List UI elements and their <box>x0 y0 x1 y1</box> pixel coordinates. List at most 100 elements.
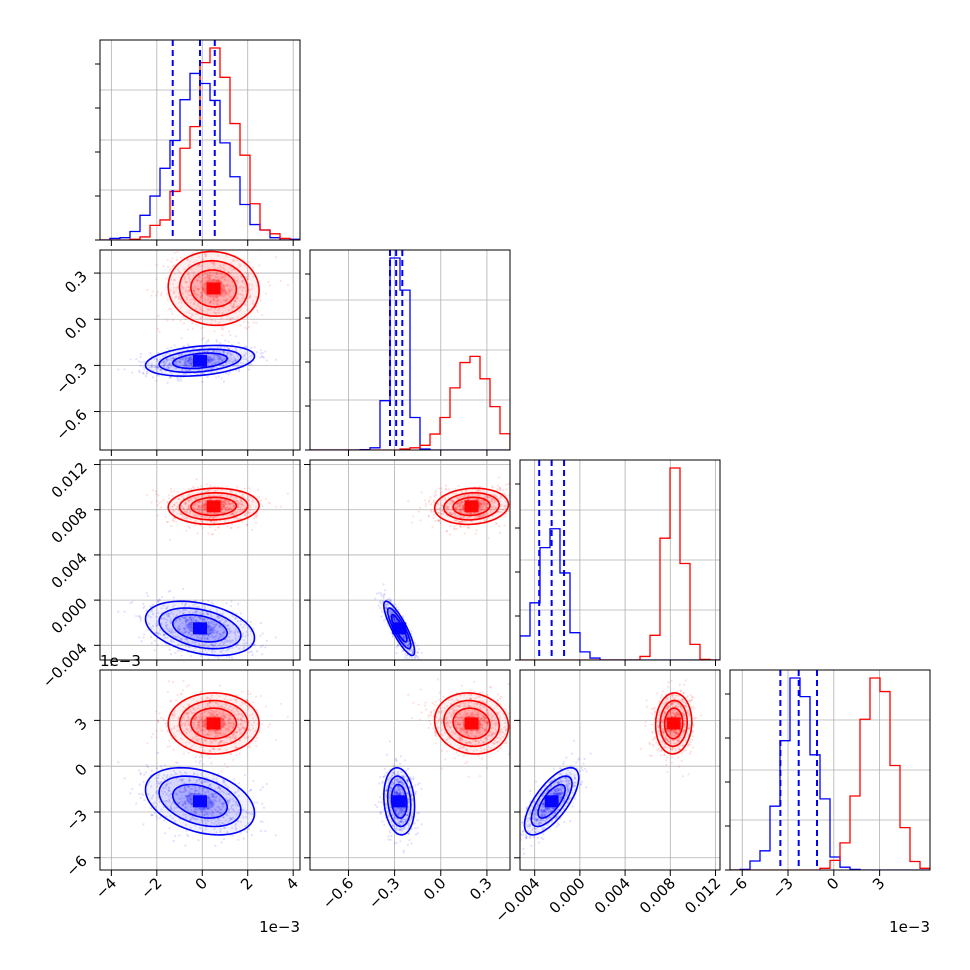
scatter-point <box>199 650 202 654</box>
scatter-point <box>187 311 191 315</box>
scatter-point <box>217 346 220 349</box>
scatter-point <box>184 356 187 360</box>
scatter-point <box>212 302 215 305</box>
scatter-point <box>259 829 262 832</box>
scatter-point <box>189 616 192 619</box>
scatter-point <box>462 525 466 528</box>
scatter-point <box>139 364 142 367</box>
scatter-point <box>187 368 191 371</box>
scatter-point <box>197 808 200 811</box>
scatter-point <box>200 509 203 512</box>
scatter-point <box>156 751 160 755</box>
scatter-point <box>224 501 227 504</box>
scatter-point <box>188 281 191 284</box>
scatter-point <box>214 361 217 364</box>
scatter-point <box>189 626 193 629</box>
scatter-point <box>235 297 239 300</box>
scatter-point <box>187 624 191 627</box>
scatter-point <box>479 514 483 518</box>
scatter-point <box>197 505 200 508</box>
scatter-point <box>211 278 214 282</box>
scatter-point <box>197 505 200 508</box>
scatter-point <box>242 626 245 629</box>
scatter-point <box>213 264 216 267</box>
scatter-point <box>223 500 226 504</box>
scatter-point <box>382 595 385 598</box>
scatter-point <box>386 603 389 606</box>
scatter-point <box>211 319 214 322</box>
scatter-point <box>427 515 430 518</box>
scatter-point <box>117 610 120 613</box>
scatter-point <box>185 369 188 372</box>
scatter-point <box>166 520 169 524</box>
scatter-point <box>190 633 193 637</box>
scatter-point <box>123 610 126 613</box>
scatter-point <box>180 256 183 259</box>
scatter-point <box>247 494 250 498</box>
scatter-point <box>448 512 452 515</box>
scatter-point <box>478 494 481 497</box>
scatter-point <box>384 602 388 606</box>
scatter-point <box>459 509 463 512</box>
scatter-point <box>169 610 173 614</box>
scatter-point <box>211 362 214 366</box>
scatter-point <box>241 297 244 300</box>
scatter-point <box>156 366 159 369</box>
scatter-point <box>479 505 483 509</box>
scatter-point <box>234 630 237 633</box>
scatter-point <box>173 279 176 282</box>
scatter-point <box>172 605 175 608</box>
scatter-point <box>226 318 229 321</box>
scatter-point <box>242 639 246 642</box>
hist-series-0 <box>310 257 510 450</box>
scatter-point <box>222 364 225 367</box>
scatter-point <box>207 634 210 637</box>
scatter-point <box>414 642 417 645</box>
scatter-point <box>236 276 239 279</box>
scatter-point <box>182 617 185 620</box>
scatter-point <box>187 505 190 508</box>
scatter-point <box>181 800 184 803</box>
scatter-point <box>214 635 217 638</box>
scatter-point <box>189 356 192 359</box>
scatter-point <box>487 536 490 540</box>
scatter-point <box>223 498 226 502</box>
scatter-point <box>220 377 223 380</box>
scatter-point <box>157 598 160 601</box>
scatter-point <box>203 606 207 609</box>
scatter-point <box>231 614 234 618</box>
scatter-point <box>420 491 423 494</box>
scatter-point <box>162 604 165 607</box>
panel-frame <box>309 459 511 661</box>
scatter-point <box>212 278 215 282</box>
scatter-point <box>438 487 441 490</box>
scatter-point <box>392 616 396 619</box>
scatter-point <box>254 505 258 508</box>
scatter-point <box>190 358 193 361</box>
scatter-point <box>151 376 155 379</box>
scatter-point <box>221 801 224 804</box>
scatter-point <box>229 285 232 288</box>
scatter-point <box>477 498 481 501</box>
scatter-point <box>173 603 176 607</box>
scatter-point <box>195 605 198 609</box>
scatter-point <box>228 361 231 365</box>
scatter-point <box>176 285 179 289</box>
scatter-point <box>254 237 256 239</box>
scatter-point <box>207 355 210 359</box>
scatter-point <box>194 619 197 623</box>
scatter-point <box>193 303 196 306</box>
scatter-point <box>166 624 169 627</box>
scatter-point <box>236 500 239 503</box>
scatter-point <box>236 503 240 506</box>
scatter-point <box>206 780 209 783</box>
scatter-point <box>444 505 447 508</box>
scatter-point <box>484 504 487 508</box>
scatter-point <box>265 359 268 362</box>
scatter-point <box>478 489 482 493</box>
scatter-point <box>156 290 159 294</box>
scatter-point <box>246 278 249 281</box>
scatter-point <box>166 520 169 524</box>
scatter-point <box>239 361 242 365</box>
scatter-point <box>200 295 203 298</box>
